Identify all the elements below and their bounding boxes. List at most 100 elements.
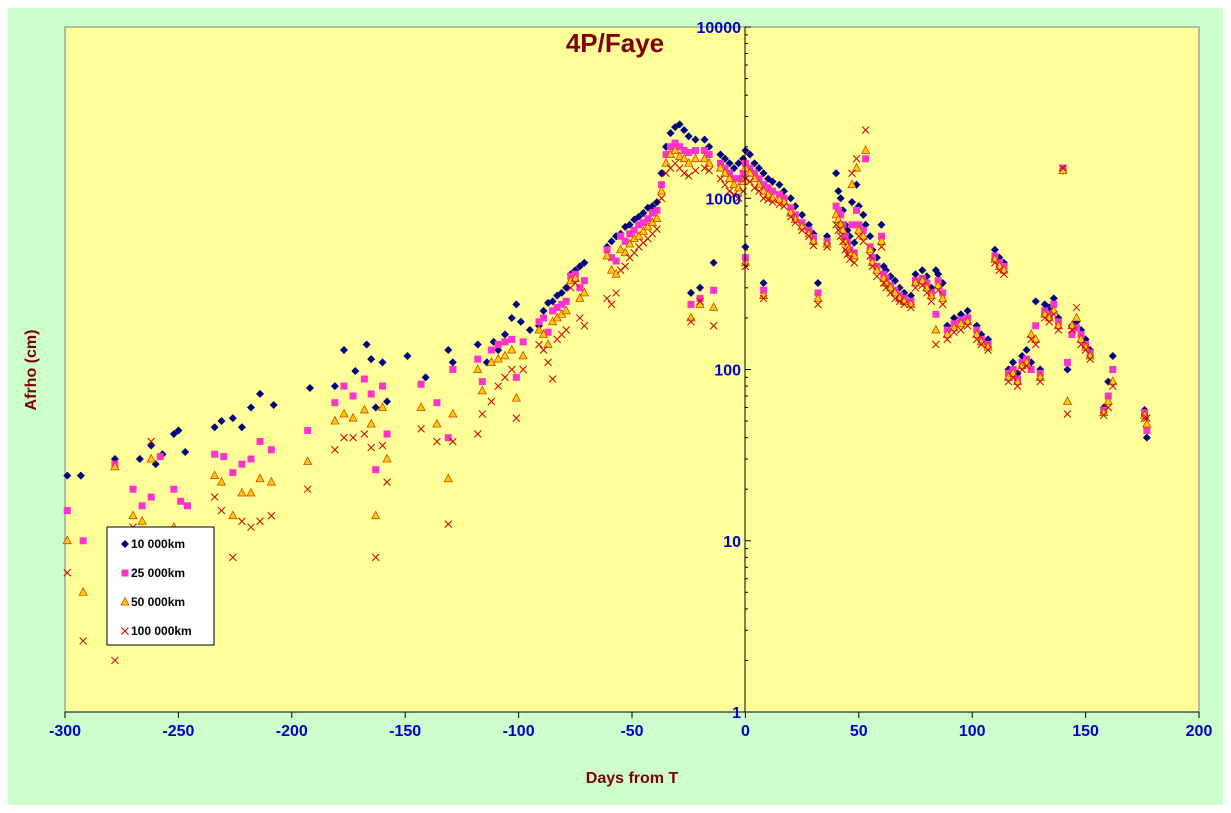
- data-point: [630, 226, 638, 234]
- data-point: [238, 460, 246, 468]
- data-point: [661, 158, 671, 167]
- data-point: [1086, 355, 1094, 363]
- data-point: [135, 455, 144, 464]
- x-tick-label: 100: [959, 723, 986, 740]
- data-point: [382, 453, 392, 463]
- data-point: [607, 300, 616, 309]
- data-point: [1040, 314, 1049, 322]
- data-point: [575, 293, 585, 302]
- data-point: [891, 294, 899, 303]
- data-point: [972, 329, 982, 338]
- legend-marker: [121, 627, 129, 635]
- data-point: [639, 209, 648, 218]
- data-point: [877, 243, 886, 251]
- data-point: [494, 382, 503, 390]
- data-point: [685, 148, 693, 156]
- data-point: [726, 169, 734, 177]
- data-point: [666, 129, 675, 138]
- data-point: [128, 510, 138, 520]
- data-point: [760, 286, 768, 294]
- data-point: [611, 268, 621, 278]
- data-point: [1063, 365, 1072, 374]
- data-point: [487, 397, 496, 406]
- data-point: [1045, 317, 1054, 326]
- data-point: [690, 153, 701, 163]
- data-point: [449, 366, 457, 373]
- data-point: [340, 382, 348, 390]
- data-point: [716, 174, 725, 183]
- data-point: [246, 487, 256, 497]
- data-point: [548, 375, 557, 383]
- data-point: [676, 143, 684, 151]
- data-point: [616, 266, 625, 275]
- data-point: [917, 275, 927, 285]
- data-point: [848, 169, 856, 178]
- data-point: [957, 326, 965, 334]
- data-point: [525, 326, 534, 335]
- data-point: [571, 279, 580, 287]
- data-point: [340, 433, 348, 442]
- data-point: [76, 471, 85, 480]
- data-point: [956, 310, 965, 319]
- data-point: [228, 510, 238, 520]
- data-point: [644, 215, 652, 223]
- x-tick-label: -200: [276, 723, 308, 740]
- data-point: [1072, 303, 1081, 312]
- data-point: [256, 517, 264, 526]
- x-tick-label: -50: [620, 723, 643, 740]
- x-axis-title: Days from T: [586, 770, 679, 787]
- data-point: [927, 297, 936, 306]
- data-point: [1035, 372, 1045, 381]
- data-point: [348, 412, 358, 422]
- data-point: [612, 289, 620, 297]
- data-point: [473, 364, 483, 373]
- data-point: [759, 294, 768, 303]
- data-point: [1013, 382, 1022, 390]
- data-point: [237, 423, 246, 432]
- data-point: [934, 270, 943, 279]
- data-point: [701, 147, 709, 155]
- data-point: [266, 476, 276, 486]
- data-point: [704, 158, 714, 167]
- data-point: [63, 471, 72, 480]
- data-point: [62, 535, 72, 545]
- data-point: [1000, 270, 1008, 279]
- data-point: [146, 453, 156, 463]
- data-point: [129, 485, 137, 493]
- data-point: [922, 282, 932, 292]
- data-point: [680, 169, 689, 178]
- data-point: [933, 280, 943, 289]
- data-point: [1054, 326, 1063, 334]
- data-point: [852, 154, 861, 163]
- data-point: [177, 497, 185, 505]
- data-point: [977, 340, 986, 349]
- data-point: [911, 270, 920, 279]
- x-tick-label: -100: [503, 723, 535, 740]
- data-point: [759, 194, 768, 203]
- data-point: [813, 278, 822, 287]
- data-point: [932, 340, 940, 349]
- data-point: [1049, 310, 1058, 319]
- data-point: [745, 150, 754, 159]
- data-point: [769, 187, 777, 195]
- data-point: [750, 169, 758, 177]
- data-point: [217, 417, 226, 426]
- data-point: [657, 194, 666, 203]
- chart-title: 4P/Faye: [566, 28, 664, 58]
- data-point: [984, 346, 992, 354]
- data-point: [910, 277, 921, 287]
- data-point: [1104, 403, 1113, 412]
- data-point: [855, 221, 863, 229]
- x-tick-label: 50: [850, 723, 868, 740]
- y-tick-label: 1000: [705, 191, 741, 208]
- data-point: [700, 164, 709, 172]
- data-point: [625, 238, 635, 248]
- data-point: [721, 180, 729, 189]
- data-point: [625, 220, 634, 229]
- legend-marker: [120, 596, 130, 606]
- data-point: [653, 206, 661, 214]
- data-point: [832, 169, 841, 178]
- data-point: [755, 175, 763, 183]
- data-point: [755, 187, 763, 196]
- data-point: [511, 392, 521, 402]
